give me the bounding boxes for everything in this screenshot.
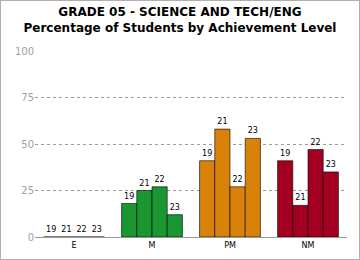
svg-text:23: 23 <box>92 225 102 234</box>
svg-text:M: M <box>149 241 156 250</box>
svg-text:23: 23 <box>170 203 180 212</box>
svg-text:21: 21 <box>295 193 305 202</box>
svg-text:NM: NM <box>302 241 315 250</box>
svg-text:21: 21 <box>217 117 227 126</box>
svg-text:22: 22 <box>311 138 321 147</box>
svg-text:PM: PM <box>224 241 236 250</box>
svg-text:25: 25 <box>21 185 34 196</box>
svg-text:21: 21 <box>61 225 71 234</box>
svg-text:75: 75 <box>21 92 34 103</box>
svg-text:23: 23 <box>248 126 258 135</box>
svg-text:GRADE 05 - SCIENCE AND TECH/EN: GRADE 05 - SCIENCE AND TECH/ENGPercentag… <box>24 5 337 35</box>
svg-text:100: 100 <box>15 46 34 57</box>
svg-text:0: 0 <box>28 232 34 243</box>
svg-text:19: 19 <box>124 192 134 201</box>
svg-text:21: 21 <box>139 179 149 188</box>
svg-text:E: E <box>71 241 76 250</box>
svg-text:50: 50 <box>21 139 34 150</box>
svg-text:19: 19 <box>46 225 56 234</box>
svg-text:22: 22 <box>77 225 87 234</box>
svg-text:23: 23 <box>326 160 336 169</box>
svg-text:19: 19 <box>202 149 212 158</box>
svg-text:22: 22 <box>233 175 243 184</box>
svg-text:19: 19 <box>280 149 290 158</box>
svg-text:22: 22 <box>155 175 165 184</box>
